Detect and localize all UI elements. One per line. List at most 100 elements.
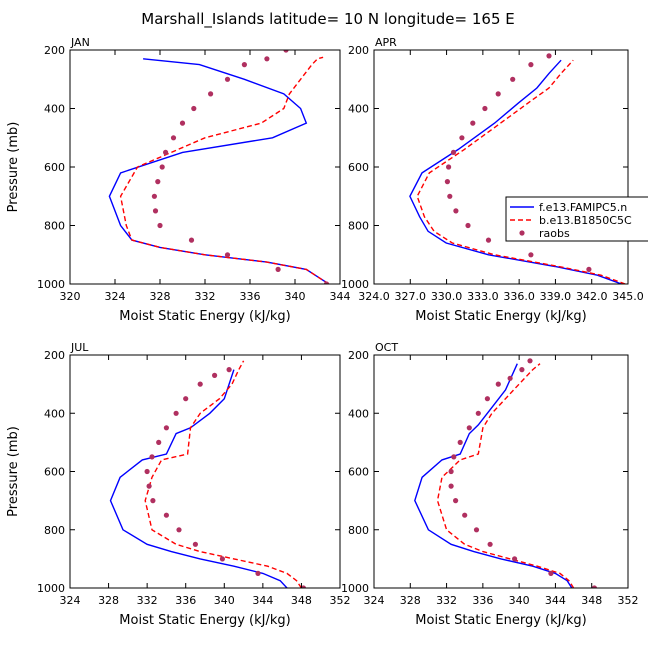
raobs-point [444, 179, 450, 185]
raobs-point [484, 396, 490, 402]
raobs-point [183, 396, 189, 402]
raobs-point [176, 527, 182, 533]
raobs-point [212, 372, 218, 378]
raobs-point [447, 193, 453, 199]
x-tick-label: 344 [252, 594, 273, 607]
x-tick-label: 344 [330, 290, 351, 303]
raobs-point [155, 179, 161, 185]
raobs-point [507, 375, 513, 381]
x-tick-label: 328 [400, 594, 421, 607]
plot-area [108, 50, 330, 284]
y-tick-label: 600 [44, 161, 65, 174]
raobs-point [487, 541, 493, 547]
y-tick-label: 400 [44, 103, 65, 116]
y-tick-label: 800 [44, 524, 65, 537]
x-tick-label: 344 [545, 594, 566, 607]
raobs-point [283, 50, 289, 53]
y-tick-label: 800 [348, 220, 369, 233]
legend-box [505, 196, 648, 242]
raobs-point [255, 570, 261, 577]
legend-label: b.e13.B1850C5C [539, 214, 632, 227]
raobs-point [146, 483, 152, 489]
y-tick-label: 1000 [341, 278, 369, 291]
x-tick-label: 348 [291, 594, 312, 607]
raobs-point [519, 367, 525, 373]
raobs-point [459, 135, 465, 141]
raobs-point [197, 381, 203, 387]
y-tick-label: 400 [348, 407, 369, 420]
y-tick-label: 1000 [341, 582, 369, 595]
y-tick-label: 800 [348, 524, 369, 537]
raobs-point [448, 483, 454, 489]
b-e13-line [436, 363, 575, 588]
raobs-point [510, 76, 516, 82]
raobs-point [149, 454, 155, 460]
raobs-point [191, 105, 197, 112]
y-tick-label: 200 [348, 349, 369, 362]
raobs-point [448, 468, 454, 475]
x-tick-label: 324 [364, 594, 385, 607]
raobs-point [156, 439, 162, 445]
x-tick-label: 328 [98, 594, 119, 607]
panel-title: JUL [70, 341, 89, 354]
x-tick-label: 352 [618, 594, 639, 607]
y-tick-label: 400 [44, 407, 65, 420]
raobs-point [170, 135, 177, 141]
y-tick-label: 600 [348, 161, 369, 174]
f-e13-line [414, 363, 573, 588]
x-tick-label: 324 [60, 594, 81, 607]
raobs-point [527, 358, 533, 364]
raobs-point [465, 222, 471, 229]
raobs-point [482, 105, 488, 112]
y-tick-label: 200 [44, 44, 65, 57]
raobs-point [173, 410, 179, 416]
legend-marker-raobs [519, 230, 525, 236]
raobs-point [473, 527, 480, 533]
raobs-point [528, 252, 534, 258]
raobs-point [450, 149, 457, 155]
raobs-point [470, 120, 476, 126]
f-e13-line [109, 369, 288, 588]
raobs-point [453, 208, 459, 214]
x-tick-label: 352 [330, 594, 351, 607]
y-tick-label: 1000 [37, 582, 65, 595]
x-tick-label: 332 [195, 290, 216, 303]
y-tick-label: 200 [348, 44, 369, 57]
raobs-point [446, 164, 452, 170]
y-tick-label: 400 [348, 103, 369, 116]
raobs-point [151, 193, 157, 199]
plot-area [109, 360, 306, 588]
b-e13-line [119, 56, 330, 284]
x-tick-label: 327.0 [395, 290, 427, 303]
plot-area [414, 358, 597, 588]
x-tick-label: 324.0 [358, 290, 390, 303]
raobs-point [546, 53, 552, 59]
b-e13-line [416, 59, 626, 284]
x-axis-label: Moist Static Energy (kJ/kg) [415, 613, 586, 628]
y-axis-label: Pressure (mb) [6, 122, 21, 213]
x-tick-label: 328 [150, 290, 171, 303]
raobs-point [528, 62, 534, 68]
y-tick-label: 200 [44, 349, 65, 362]
raobs-point [159, 164, 165, 170]
chart-jan: 320 324 328 332 336 340 344 200 400 600 800 1000 JAN… [6, 36, 351, 324]
raobs-point [163, 149, 169, 155]
raobs-point [224, 252, 231, 258]
raobs-point [495, 381, 501, 387]
raobs-point [150, 498, 156, 504]
x-axis-label: Moist Static Energy (kJ/kg) [119, 309, 290, 324]
raobs-point [466, 425, 472, 431]
x-tick-label: 348 [581, 594, 602, 607]
plot-area [409, 53, 626, 284]
x-tick-label: 340 [285, 290, 306, 303]
raobs-point [264, 56, 270, 62]
chart-jul: 324 328 332 336 340 344 348 352 200 400 600 800 1000… [6, 341, 351, 628]
raobs-point [511, 556, 518, 562]
raobs-point [275, 266, 281, 272]
x-tick-label: 336 [472, 594, 493, 607]
x-tick-label: 324 [105, 290, 126, 303]
y-tick-label: 1000 [37, 278, 65, 291]
x-tick-label: 336.0 [503, 290, 535, 303]
